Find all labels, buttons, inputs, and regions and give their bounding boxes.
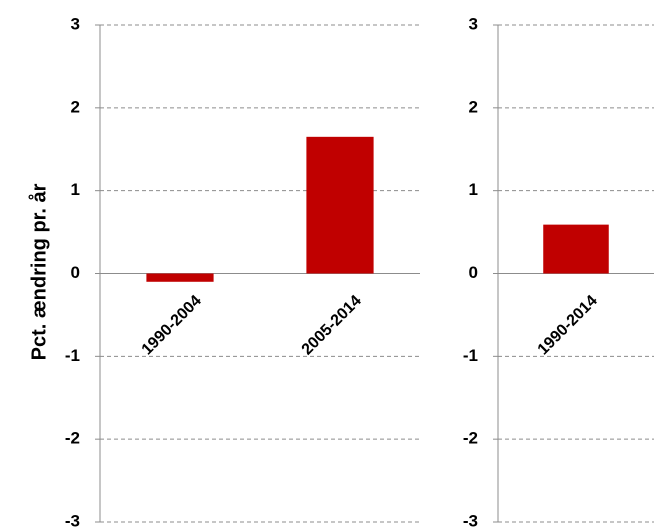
bar-2005-2014 (306, 136, 374, 274)
category-label: 2005-2014 (299, 292, 365, 358)
y-tick-label: 1 (469, 180, 478, 199)
y-tick-label: -2 (463, 429, 478, 448)
y-tick-label: 0 (71, 263, 80, 282)
bar-1990-2014 (543, 224, 609, 274)
y-tick-label: 0 (469, 263, 478, 282)
y-tick-label: -1 (463, 346, 478, 365)
y-tick-label: 2 (469, 97, 478, 116)
category-label: 1990-2004 (139, 292, 205, 358)
y-tick-label: -3 (463, 511, 478, 530)
category-label: 1990-2014 (535, 292, 601, 358)
y-tick-label: 3 (469, 14, 478, 33)
y-axis-label: Pct. ændring pr. år (27, 183, 50, 360)
right-panel: 3 2 1 0 -1 -2 -3 1990-2014 (463, 14, 654, 530)
bar-1990-2004 (146, 273, 214, 282)
y-tick-label: -2 (65, 429, 80, 448)
left-panel: 3 2 1 0 -1 -2 -3 1990-2004 2005-2014 (65, 14, 420, 530)
y-tick-label: -1 (65, 346, 80, 365)
y-tick-label: 1 (71, 180, 80, 199)
y-tick-label: 3 (71, 14, 80, 33)
y-tick-label: 2 (71, 97, 80, 116)
y-tick-label: -3 (65, 511, 80, 530)
